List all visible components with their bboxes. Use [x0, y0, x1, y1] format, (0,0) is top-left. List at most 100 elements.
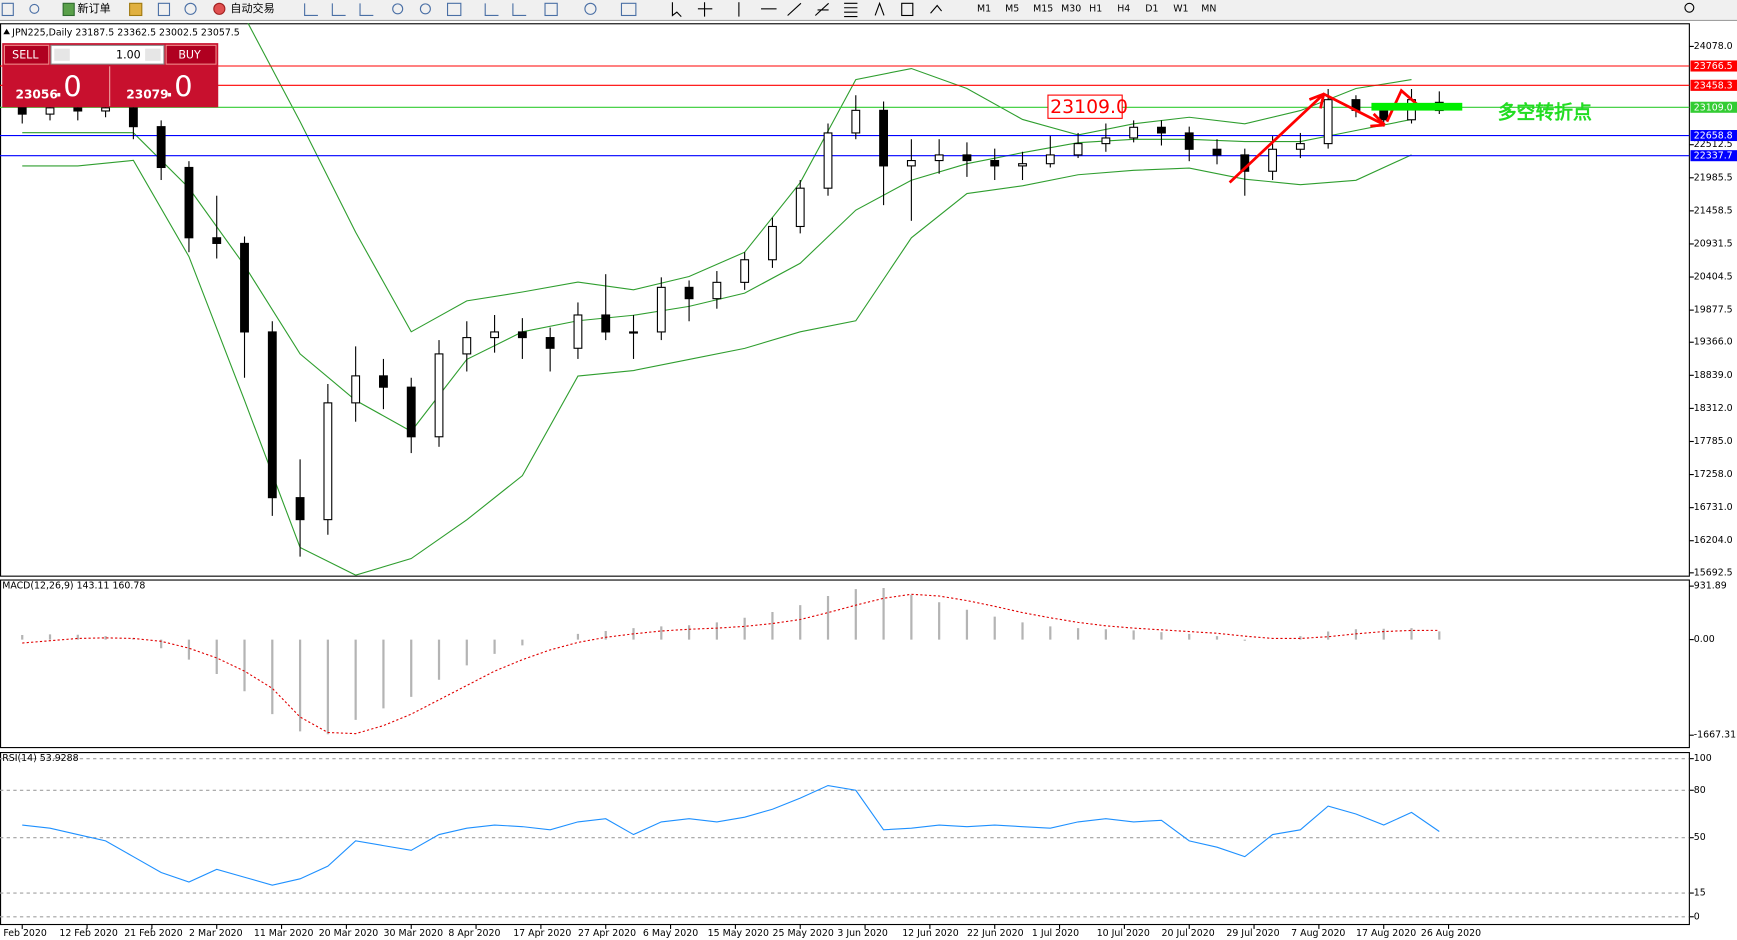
icon[interactable]	[901, 2, 914, 17]
icon[interactable]	[62, 2, 75, 17]
icon[interactable]	[392, 3, 404, 15]
icon[interactable]	[304, 3, 318, 17]
buy-button[interactable]	[165, 44, 217, 65]
icon[interactable]	[184, 2, 197, 15]
bollinger-upper	[247, 23, 1412, 333]
y-tick-label: 21458.5	[1694, 205, 1733, 216]
icon[interactable]	[359, 3, 374, 17]
annotation-note: 多空转折点	[1498, 100, 1592, 123]
period-button[interactable]: D1	[1145, 3, 1158, 14]
icon[interactable]	[1684, 2, 1695, 13]
period-button[interactable]: M15	[1033, 3, 1053, 14]
candle-body	[45, 107, 55, 115]
price-level-label: 23766.5	[1694, 61, 1733, 72]
icon[interactable]	[620, 2, 637, 17]
period-button[interactable]: M1	[977, 3, 991, 14]
macd-panel	[0, 579, 1690, 749]
y-tick-label: 22512.5	[1694, 139, 1733, 150]
period-button[interactable]: M30	[1061, 3, 1081, 14]
x-tick-label: 12 Jun 2020	[902, 928, 959, 939]
icon[interactable]	[1, 2, 14, 17]
y-tick-label: 0.00	[1694, 634, 1715, 645]
toolbar	[0, 0, 1737, 20]
period-button[interactable]: MN	[1201, 3, 1216, 14]
icon[interactable]	[874, 1, 885, 16]
y-tick-label: 17258.0	[1694, 469, 1733, 480]
x-tick-label: 2 Mar 2020	[189, 928, 243, 939]
icon[interactable]	[671, 2, 682, 17]
x-tick-label: Feb 2020	[3, 928, 47, 939]
candle-body	[990, 160, 1000, 167]
candle-body	[406, 386, 416, 438]
icon[interactable]	[930, 4, 943, 14]
icon[interactable]	[213, 2, 226, 15]
volume-value[interactable]: 1.00	[116, 48, 141, 61]
y-tick-label: 15	[1694, 888, 1706, 899]
period-button[interactable]: H1	[1089, 3, 1102, 14]
icon[interactable]	[814, 2, 829, 16]
buy-label[interactable]: BUY	[178, 48, 201, 61]
icon[interactable]	[331, 3, 346, 17]
period-button[interactable]: M5	[1005, 3, 1019, 14]
x-tick-label: 21 Feb 2020	[124, 928, 183, 939]
candle-body	[1323, 99, 1333, 145]
y-tick-label: 16204.0	[1694, 535, 1733, 546]
x-tick-label: 20 Jul 2020	[1162, 928, 1215, 939]
candle-body	[323, 402, 333, 521]
period-button[interactable]: H4	[1117, 3, 1130, 14]
x-tick-label: 10 Jul 2020	[1097, 928, 1150, 939]
panel-title: JPN225,Daily 23187.5 23362.5 23002.5 230…	[11, 28, 240, 39]
icon[interactable]	[584, 2, 597, 15]
candle-body	[212, 237, 222, 244]
y-tick-label: 15692.5	[1694, 567, 1733, 578]
sell-button[interactable]	[3, 44, 50, 65]
y-tick-label: -1667.31	[1694, 730, 1736, 741]
period-button[interactable]: W1	[1173, 3, 1188, 14]
x-tick-label: 1 Jul 2020	[1032, 928, 1079, 939]
candle-body	[156, 126, 166, 169]
icon[interactable]	[844, 2, 858, 18]
y-tick-label: 931.89	[1694, 581, 1727, 592]
volume-box[interactable]	[50, 44, 165, 65]
rsi-plot	[0, 758, 1690, 918]
candle-body	[267, 331, 277, 499]
price-level-tag	[1690, 129, 1737, 142]
sell-label[interactable]: SELL	[12, 48, 39, 61]
panel-title: RSI(14) 53.9288	[2, 753, 78, 764]
y-tick-label: 19366.0	[1694, 337, 1733, 348]
volume-down[interactable]	[54, 48, 70, 61]
x-tick-label: 6 May 2020	[643, 928, 698, 939]
icon[interactable]	[697, 2, 713, 17]
price-level-tag	[1690, 60, 1737, 72]
icon[interactable]	[787, 2, 802, 16]
new-order-button[interactable]: 新订单	[78, 1, 111, 15]
candle-body	[128, 107, 138, 128]
icon[interactable]	[512, 3, 527, 17]
icon[interactable]	[484, 3, 499, 17]
icon[interactable]	[446, 2, 462, 17]
x-tick-label: 17 Apr 2020	[513, 928, 571, 939]
candle-body	[1045, 154, 1055, 165]
icon[interactable]	[157, 2, 171, 17]
x-tick-label: 25 May 2020	[773, 928, 834, 939]
candle-body	[73, 107, 83, 112]
ask-price: 23079	[126, 88, 168, 102]
candle-body	[1184, 132, 1194, 150]
icon[interactable]	[29, 3, 40, 14]
auto-trading-button[interactable]: 自动交易	[230, 1, 274, 15]
y-tick-label: 19877.5	[1694, 305, 1733, 316]
price-level-tag	[1690, 79, 1737, 91]
y-tick-label: 0	[1694, 911, 1700, 922]
icon[interactable]	[129, 2, 143, 17]
volume-up[interactable]	[145, 48, 161, 61]
x-tick-label: 3 Jun 2020	[837, 928, 888, 939]
y-tick-label: 20931.5	[1694, 238, 1733, 249]
icon[interactable]	[419, 3, 431, 15]
candle-body	[1268, 148, 1278, 172]
icon[interactable]	[544, 2, 558, 17]
candle-body	[601, 314, 611, 333]
collapse-triangle	[3, 28, 10, 35]
x-tick-label: 20 Mar 2020	[319, 928, 379, 939]
candle-body	[684, 286, 694, 300]
